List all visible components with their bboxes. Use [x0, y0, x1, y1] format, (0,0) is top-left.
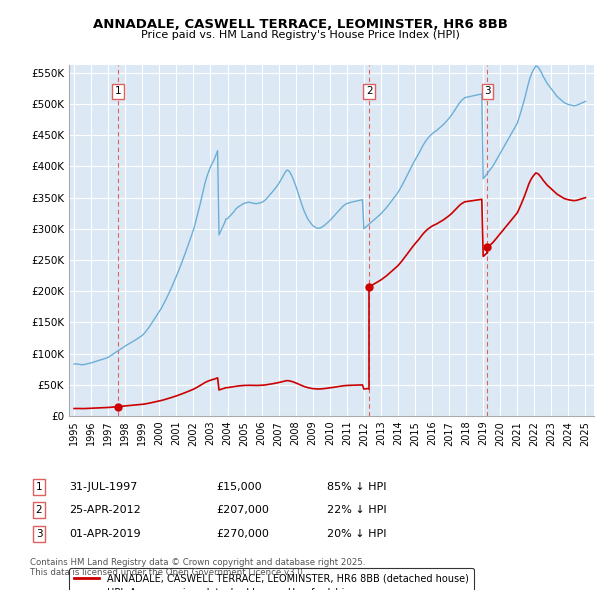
Legend: ANNADALE, CASWELL TERRACE, LEOMINSTER, HR6 8BB (detached house), HPI: Average pr: ANNADALE, CASWELL TERRACE, LEOMINSTER, H… [68, 568, 474, 590]
Text: 20% ↓ HPI: 20% ↓ HPI [327, 529, 386, 539]
Text: 31-JUL-1997: 31-JUL-1997 [69, 482, 137, 491]
Text: 85% ↓ HPI: 85% ↓ HPI [327, 482, 386, 491]
Text: £15,000: £15,000 [216, 482, 262, 491]
Text: ANNADALE, CASWELL TERRACE, LEOMINSTER, HR6 8BB: ANNADALE, CASWELL TERRACE, LEOMINSTER, H… [92, 18, 508, 31]
Text: 22% ↓ HPI: 22% ↓ HPI [327, 506, 386, 515]
Text: £207,000: £207,000 [216, 506, 269, 515]
Text: Price paid vs. HM Land Registry's House Price Index (HPI): Price paid vs. HM Land Registry's House … [140, 30, 460, 40]
Text: 01-APR-2019: 01-APR-2019 [69, 529, 140, 539]
Text: Contains HM Land Registry data © Crown copyright and database right 2025.
This d: Contains HM Land Registry data © Crown c… [30, 558, 365, 577]
Text: 3: 3 [35, 529, 43, 539]
Text: 3: 3 [484, 86, 491, 96]
Text: 25-APR-2012: 25-APR-2012 [69, 506, 141, 515]
Text: 1: 1 [35, 482, 43, 491]
Text: £270,000: £270,000 [216, 529, 269, 539]
Text: 2: 2 [35, 506, 43, 515]
Text: 2: 2 [366, 86, 373, 96]
Text: 1: 1 [115, 86, 121, 96]
